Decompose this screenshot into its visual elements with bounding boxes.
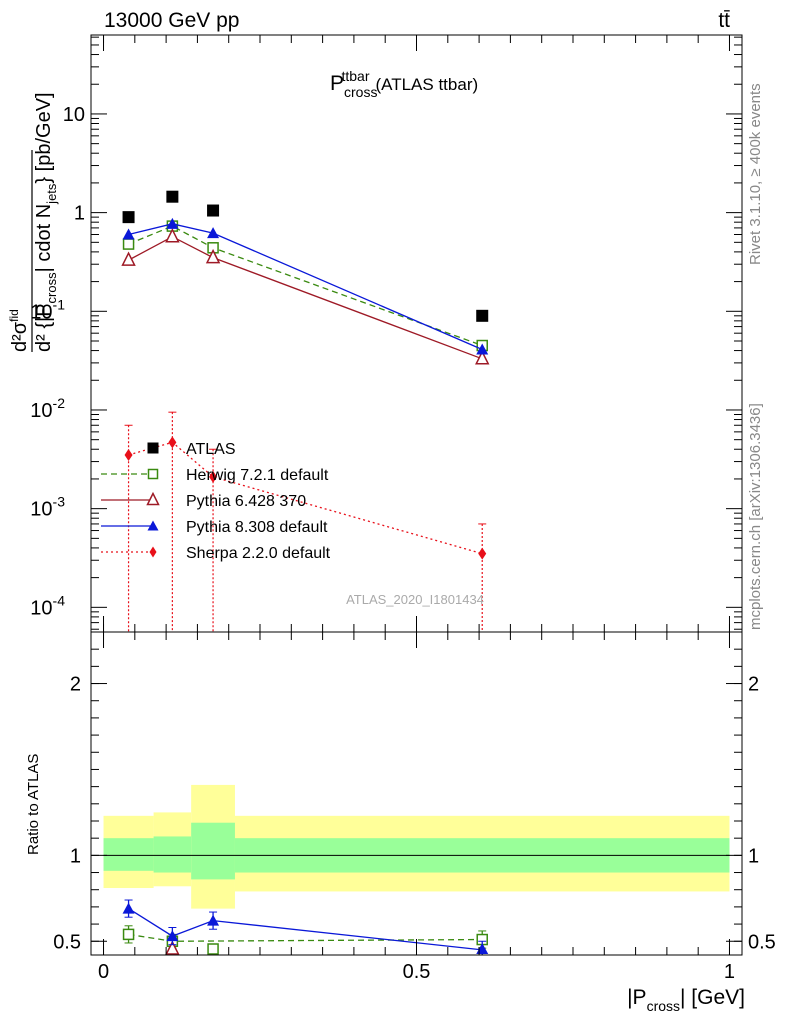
watermark: ATLAS_2020_I1801434 <box>346 592 484 607</box>
band-inner-1 <box>153 836 192 873</box>
y-axis-label-numer: d²σ <box>9 321 31 352</box>
ratio-point-2-1 <box>165 940 180 955</box>
axes: 10-4 10-3 10-2 10-1 1 10 0.5 0.5 1 1 2 2 0 0.5 1 <box>30 34 776 983</box>
legend-label-0: ATLAS <box>186 441 236 458</box>
main-point-4-1 <box>168 436 177 449</box>
legend: ATLAS Herwig 7.2.1 default Pythia 6.428 37… <box>101 441 331 562</box>
main-point-3-2 <box>207 227 220 239</box>
main-point-4-2 <box>209 470 218 483</box>
ratio-point-1-2 <box>207 943 219 955</box>
main-point-3-1 <box>166 217 179 229</box>
legend-label-4: Sherpa 2.2.0 default <box>186 545 331 562</box>
mcplots-label: mcplots.cern.ch [arXiv:1306.3436] <box>747 403 764 630</box>
main-point-0-1 <box>166 190 179 203</box>
main-ytick-label-0: 10-4 <box>30 592 65 619</box>
main-line-3 <box>128 223 483 351</box>
ratio-ytick-label-l-0: 0.5 <box>53 931 81 953</box>
x-axis-label-pre: |P <box>627 986 646 1009</box>
ratio-line-3 <box>128 908 483 951</box>
main-point-1-0 <box>122 238 135 250</box>
main-point-2-3 <box>475 350 490 365</box>
xtick-label-1: 0.5 <box>403 961 431 983</box>
y-axis-label-main: d²σfid <box>7 309 31 352</box>
main-ytick-label-5: 10 <box>63 104 85 126</box>
y-axis-label-denom-sub2: jets <box>44 183 59 205</box>
main-ytick-label-2: 10-2 <box>30 395 65 422</box>
ratio-bands <box>103 784 730 909</box>
energy-label: 13000 GeV pp <box>104 9 239 32</box>
legend-marker-3 <box>147 520 159 531</box>
x-axis-label: |Pcross| [GeV] <box>627 986 745 1014</box>
main-point-2-2 <box>205 248 221 264</box>
legend-label-1: Herwig 7.2.1 default <box>186 467 329 484</box>
y-axis-label-denom-pre: d² {|P <box>33 303 55 352</box>
ratio-line-1 <box>128 933 483 942</box>
legend-label-2: Pythia 6.428 370 <box>186 493 306 510</box>
ratio-point-3-2 <box>207 914 220 926</box>
legend-marker-1 <box>147 468 159 480</box>
ratio-ytick-label-l-2: 2 <box>70 674 81 696</box>
band-inner-2 <box>191 822 235 880</box>
legend-marker-4 <box>149 546 157 558</box>
main-ytick-label-1: 10-3 <box>30 494 65 521</box>
y-axis-label-denom: d² {|Pcross| cdot Njets} [pb/GeV] <box>33 92 59 352</box>
ratio-ytick-label-l-1: 1 <box>70 845 81 867</box>
rivet-label: Rivet 3.1.10, ≥ 400k events <box>747 83 764 265</box>
ratio-point-3-0 <box>122 902 135 914</box>
main-point-0-2 <box>207 204 220 217</box>
chart-title-rest: (ATLAS ttbar) <box>375 75 478 94</box>
y-axis-label-ratio: Ratio to ATLAS <box>25 754 42 855</box>
legend-label-3: Pythia 8.308 default <box>186 519 328 536</box>
x-axis-label-post: | [GeV] <box>680 986 745 1009</box>
main-ytick-label-3: 10-1 <box>30 296 65 323</box>
main-plot <box>121 190 490 632</box>
main-line-1 <box>128 225 483 347</box>
ratio-ytick-label-r-2: 2 <box>748 674 759 696</box>
ratio-point-3-1 <box>166 930 179 942</box>
y-axis-label-denom-sub: cross <box>44 272 59 304</box>
main-point-3-3 <box>476 343 489 355</box>
main-point-4-0 <box>124 448 133 461</box>
y-axis-label-denom-post: } [pb/GeV] <box>33 92 55 183</box>
ratio-point-1-0 <box>122 928 135 941</box>
chart-title-sup: ttbar <box>341 68 369 84</box>
y-axis-label-numer-sup: fid <box>7 309 21 322</box>
ratio-plot <box>122 899 489 956</box>
xtick-label-2: 1 <box>724 961 735 983</box>
xtick-label-0: 0 <box>98 961 109 983</box>
main-ytick-label-4: 1 <box>74 203 85 225</box>
band-inner-0 <box>103 838 154 871</box>
main-point-0-3 <box>476 309 489 322</box>
main-line-2 <box>128 235 483 360</box>
legend-marker-2 <box>146 491 160 506</box>
chart-title-sub: cross <box>344 84 377 100</box>
ratio-ytick-label-r-0: 0.5 <box>748 931 776 953</box>
main-point-4-3 <box>478 547 487 560</box>
main-point-3-0 <box>122 228 135 240</box>
process-label: tt̄ <box>718 9 730 32</box>
main-point-2-1 <box>165 228 180 243</box>
main-point-2-0 <box>121 251 136 266</box>
ratio-frame <box>90 631 743 956</box>
legend-marker-0 <box>147 442 159 454</box>
main-point-0-0 <box>122 211 135 224</box>
ratio-ytick-label-r-1: 1 <box>748 845 759 867</box>
chart-title-main: P <box>330 72 344 95</box>
x-axis-label-sub: cross <box>647 998 680 1014</box>
chart-title: Pcrossttbar (ATLAS ttbar) <box>330 68 478 100</box>
y-axis-label-denom-mid: | cdot N <box>33 204 55 273</box>
